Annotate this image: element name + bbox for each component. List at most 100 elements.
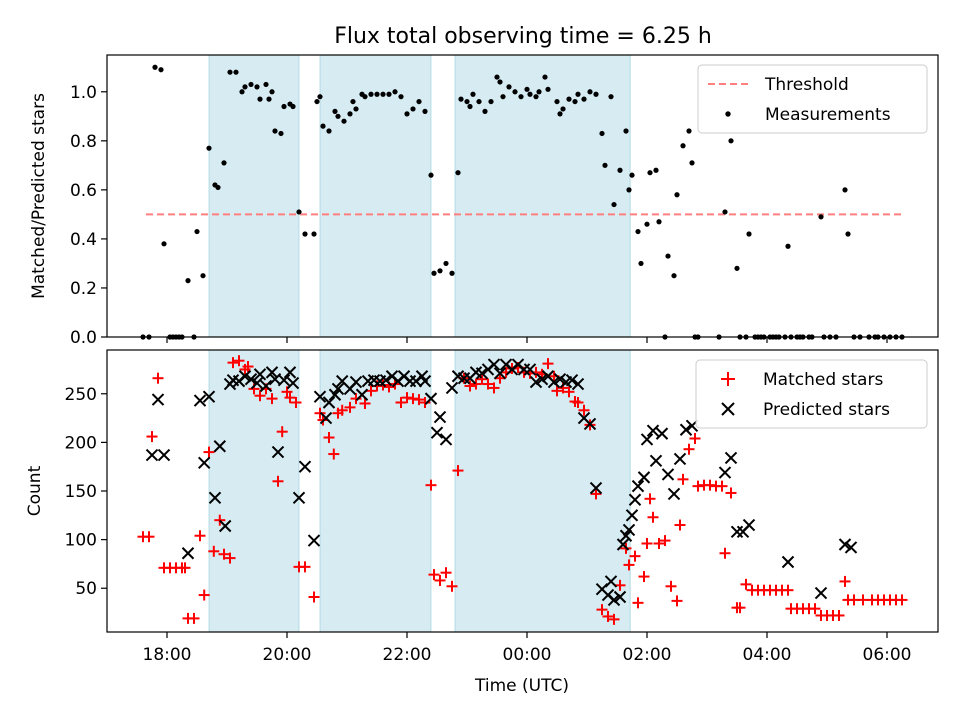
matched-star-point [323, 432, 335, 444]
matched-star-point [350, 393, 362, 405]
measurement-point [152, 64, 158, 70]
measurement-point [269, 89, 275, 95]
measurement-point [512, 89, 518, 95]
matched-star-point [476, 373, 488, 385]
measurement-point [647, 170, 653, 176]
predicted-star-point [616, 538, 630, 551]
matched-star-point [734, 602, 746, 614]
measurement-point [200, 273, 206, 279]
predicted-star-point [238, 370, 252, 383]
matched-star-point [647, 511, 659, 523]
predicted-star-point [307, 534, 321, 547]
measurement-point [302, 231, 308, 237]
predicted-star-point [283, 366, 297, 379]
measurement-point [392, 89, 398, 95]
matched-star-point [425, 479, 437, 491]
measurement-point [380, 91, 386, 97]
matched-star-point [359, 397, 371, 409]
measurement-point [536, 89, 542, 95]
predicted-star-point [604, 575, 618, 588]
measurement-point [272, 128, 278, 134]
predicted-star-point [493, 367, 507, 380]
y-tick-label: 150 [65, 482, 97, 502]
predicted-star-point [607, 593, 621, 607]
matched-star-point [308, 591, 320, 603]
predicted-star-point [628, 493, 642, 506]
measurement-point [362, 94, 368, 100]
measurement-point [686, 128, 692, 134]
measurement-point [221, 160, 227, 166]
matched-star-point [146, 431, 158, 443]
predicted-star-point [661, 468, 675, 481]
y-tick-label: 1.0 [70, 83, 97, 103]
measurement-point [296, 209, 302, 215]
measurement-point [290, 103, 296, 110]
matched-star-point [152, 372, 164, 384]
matched-star-point [716, 480, 728, 492]
measurement-point [746, 231, 752, 237]
predicted-star-point [565, 373, 579, 387]
matched-star-point [419, 397, 431, 409]
matched-star-point [365, 385, 377, 397]
matched-star-point [344, 401, 356, 413]
x-tick-label: 22:00 [383, 645, 432, 665]
chart-title: Flux total observing time = 6.25 h [334, 24, 712, 49]
measurement-point [410, 106, 416, 112]
measurement-point [233, 69, 239, 75]
measurement-point [611, 201, 617, 208]
predicted-star-point [547, 375, 561, 389]
measurement-point [254, 84, 260, 90]
matched-star-point [470, 378, 482, 390]
measurement-point [545, 86, 551, 92]
measurement-point [437, 268, 443, 274]
predicted-star-point [313, 390, 327, 403]
matched-star-point [629, 550, 641, 562]
measurement-point [278, 130, 284, 137]
matched-star-point [179, 562, 191, 574]
y-tick-label: 0.2 [70, 279, 97, 299]
legend-threshold-label: Threshold [764, 75, 849, 95]
matched-star-point [464, 380, 476, 392]
predicted-star-point [445, 381, 459, 395]
predicted-star-point [349, 375, 363, 389]
measurement-point [497, 79, 503, 85]
ratio-y-axis: 0.0 0.2 0.4 0.6 0.8 1.0 [70, 83, 107, 348]
predicted-star-point [157, 448, 171, 462]
predicted-star-point [631, 479, 645, 493]
matched-star-point [194, 530, 206, 542]
predicted-star-point [271, 445, 285, 459]
matched-star-point [638, 571, 650, 583]
measurement-point [722, 209, 728, 215]
predicted-star-point [292, 491, 306, 505]
measurement-point [158, 67, 164, 73]
matched-star-point [590, 488, 602, 500]
measurement-point [248, 81, 254, 88]
count-panel: 50 100 150 200 250 18:00 20:00 22:00 00:00 02:00… [25, 349, 939, 696]
measurement-point [734, 265, 740, 271]
matched-star-point [446, 580, 458, 592]
measurement-point [341, 118, 347, 124]
measurement-point [638, 260, 644, 267]
predicted-star-point [151, 393, 165, 406]
measurement-point [335, 113, 341, 119]
count-legend-box [695, 359, 928, 429]
matched-star-point [551, 385, 563, 397]
measurement-point [617, 167, 623, 173]
predicted-star-point [553, 372, 567, 386]
predicted-star-point [613, 590, 627, 604]
measurement-point [581, 96, 587, 102]
measurement-point [431, 270, 437, 276]
predicted-star-point [667, 487, 681, 501]
predicted-star-point [331, 382, 345, 396]
matched-star-point [254, 390, 266, 402]
predicted-star-point [145, 448, 159, 462]
observing-interval-0 [208, 349, 300, 633]
predicted-star-point [430, 426, 444, 439]
measurement-point [680, 143, 686, 149]
ratio-x-axis [166, 337, 888, 343]
predicted-star-point [277, 373, 291, 387]
measurement-point [368, 91, 374, 97]
measurement-point [239, 89, 245, 95]
measurement-point [527, 91, 533, 97]
measurement-point [353, 106, 359, 112]
